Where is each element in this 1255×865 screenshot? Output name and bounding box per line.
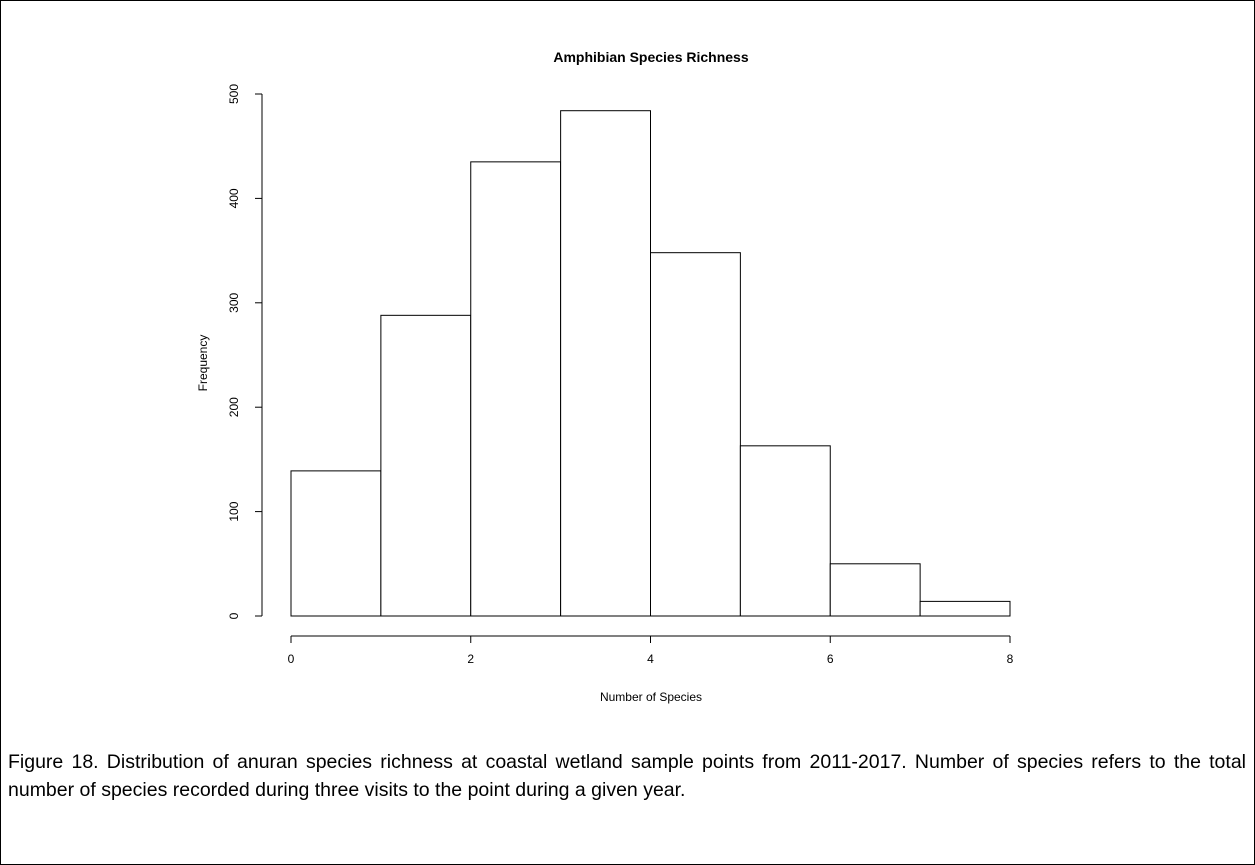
x-tick-label-0: 0 [288,652,295,666]
y-tick-label-5: 500 [227,84,241,104]
y-tick-label-3: 300 [227,292,241,312]
histogram-bar-7 [919,600,1011,617]
y-tick-label-1: 100 [227,501,241,521]
x-axis: 0 2 4 6 8 [288,635,1014,666]
figure-caption: Figure 18. Distribution of anuran specie… [8,751,1246,801]
histogram-bar-2 [470,161,562,617]
y-tick-label-0: 0 [227,612,241,619]
histogram-bar-5 [739,445,831,617]
chart-title: Amphibian Species Richness [553,49,748,65]
x-axis-label: Number of Species [600,690,702,704]
histogram-bar-0 [290,470,382,617]
histogram-bars [290,110,1011,617]
histogram-bar-3 [560,110,651,617]
y-tick-label-2: 200 [227,397,241,417]
histogram-bar-6 [829,563,921,617]
x-tick-label-4: 8 [1007,652,1014,666]
x-tick-label-3: 6 [827,652,834,666]
histogram-chart: Amphibian Species Richness 0 2 4 6 8 0 100 200… [196,49,1014,704]
x-tick-label-1: 2 [467,652,474,666]
y-axis-label: Frequency [196,335,210,392]
histogram-bar-4 [650,252,741,617]
y-tick-label-4: 400 [227,188,241,208]
x-tick-label-2: 4 [647,652,654,666]
y-axis: 0 100 200 300 400 500 [227,84,263,619]
histogram-bar-1 [380,314,472,617]
